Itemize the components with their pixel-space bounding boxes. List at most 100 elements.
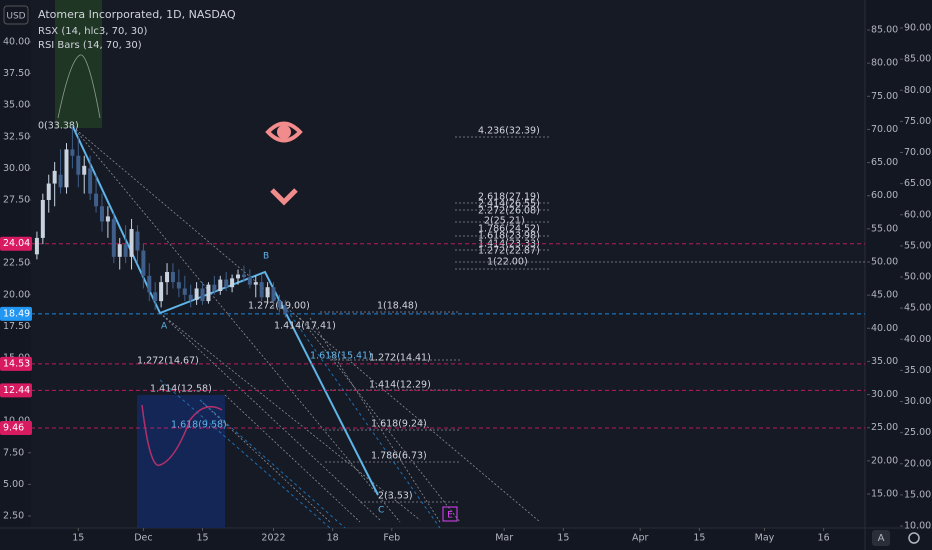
fib-label: 2.414(26.55) [478,199,540,210]
fib-label: 1.618(9.24) [371,419,427,430]
fib-label: 1.414(17.41) [274,321,336,332]
price-tag-label: 9.46 [3,423,24,434]
candle-body [40,199,45,238]
y2-tick-label: 60.00 [871,190,898,201]
y2-tick-label: 70.00 [904,147,931,158]
y2-tick-label: 50.00 [904,272,931,283]
fib-label: 1.414(12.29) [369,380,431,391]
x-tick-label: Mar [495,533,513,544]
y2-tick-label: 85.00 [904,54,931,65]
candle-body [94,193,99,207]
y-tick-label: 17.50 [3,321,30,332]
candle-body [82,165,87,175]
rsx-line [57,54,101,119]
y-tick-label: 20.00 [3,289,30,300]
y-tick-label: 22.50 [3,258,30,269]
price-tag [0,306,32,321]
candle-body [188,294,193,300]
x-tick-label: May [755,533,775,544]
candle-body [165,272,170,283]
chevron-icon [270,188,298,206]
x-tick-label: 16 [818,533,830,544]
y2-tick-label: 90.00 [904,23,931,34]
candle-body [200,288,205,302]
scale-button[interactable] [872,530,890,546]
y2-tick-label: 65.00 [904,178,931,189]
y2-tick-label: 70.00 [871,124,898,135]
currency-box [3,5,29,25]
price-tag [0,236,32,251]
y-tick-label: 7.50 [3,447,24,458]
y2-tick-label: 30.00 [904,396,931,407]
fib-label: 4.236(32.39) [478,126,540,137]
y-tick-label: 35.00 [3,100,30,111]
fib-label: 1.272(14.67) [137,356,199,367]
y-tick-label: 40.00 [3,36,30,47]
wave-label: C [378,506,384,516]
candle-body [271,287,276,302]
candle-body [277,301,282,308]
rsx-line [141,404,223,466]
candle-body [141,250,146,276]
candle-body [76,155,81,175]
x-tick-label: 15 [196,533,208,544]
price-tag-label: 18.49 [3,308,30,319]
candle-body [212,284,217,291]
candle-body [170,272,175,283]
y2-tick-label: 30.00 [871,389,898,400]
y2-tick-label: 15.00 [871,488,898,499]
x-tick-label: Feb [383,533,400,544]
y2-tick-label: 65.00 [871,157,898,168]
candle-body [206,284,211,302]
candle-body [111,218,116,257]
x-tick-label: 15 [557,533,569,544]
fib-label: 1.272(14.41) [369,353,431,364]
candle-body [218,279,223,291]
fib-label: 2.272(26.08) [478,206,540,217]
y2-tick-label: 20.00 [904,458,931,469]
y2-tick-label: 40.00 [904,334,931,345]
candle-body [129,229,134,257]
candle-body [159,282,164,302]
candle-body [265,287,270,298]
fan-lines [159,299,441,529]
x-tick-label: Apr [632,533,649,544]
y2-tick-label: 75.00 [904,116,931,127]
rsi-zone [137,395,225,528]
x-tick-label: 15 [693,533,705,544]
fib-label: 2(25.21) [484,216,525,227]
y2-tick-label: 55.00 [904,240,931,251]
price-tag-label: 14.53 [3,358,30,369]
price-tag [0,421,32,436]
fib-label: 1(22.00) [487,257,528,268]
fib-label: 1.618(23.98) [478,231,540,242]
fib-label: 1.618(15.41) [310,351,372,362]
eye-icon [265,121,303,143]
x-tick-label: 2022 [261,533,285,544]
candle-body [64,149,69,188]
candle-body [88,168,93,194]
y2-tick-label: 75.00 [871,91,898,102]
fib-label: 1.414(12.58) [150,384,212,395]
candle-body [117,244,122,257]
fib-label: 1.618(9.58) [171,420,227,431]
y2-tick-label: 50.00 [871,257,898,268]
candle-body [153,292,158,302]
y2-tick-label: 55.00 [871,223,898,234]
settings-icon[interactable] [908,532,920,544]
candle-body [253,282,258,285]
y2-tick-label: 20.00 [871,455,898,466]
candle-body [147,275,152,293]
y2-tick-label: 35.00 [871,356,898,367]
x-tick-label: 15 [72,533,84,544]
price-tag-label: 24.04 [3,238,30,249]
scale-button-label[interactable]: A [878,533,885,544]
candle-body [283,307,288,314]
y-tick-label: 5.00 [3,479,24,490]
candle-body [194,288,199,300]
y2-tick-label: 10.00 [904,521,931,532]
wave-label: E [447,511,453,521]
candle-body [224,279,229,288]
wave-label: B [263,252,269,262]
